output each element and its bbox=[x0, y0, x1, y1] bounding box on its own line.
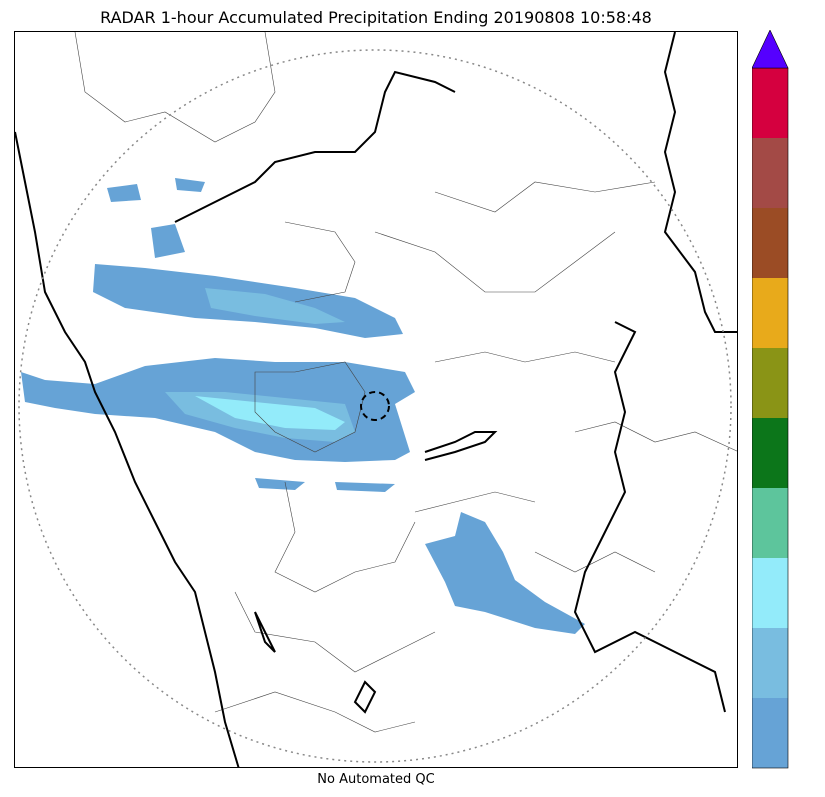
rain-band-central-heavy bbox=[195, 396, 345, 430]
state-border-island-1 bbox=[254, 611, 276, 653]
radar-map bbox=[14, 31, 738, 768]
qc-label: No Automated QC bbox=[317, 772, 435, 787]
state-border-island-2 bbox=[353, 680, 377, 714]
colorbar-segment bbox=[752, 278, 788, 348]
district-borders bbox=[74, 32, 737, 733]
colorbar-segment bbox=[752, 208, 788, 278]
colorbar-segment bbox=[752, 698, 788, 768]
precipitation-layer bbox=[21, 178, 585, 634]
state-border-north bbox=[174, 70, 456, 223]
colorbar-extend-arrow bbox=[752, 30, 789, 69]
rain-band-southeast bbox=[425, 512, 585, 634]
state-border-central bbox=[573, 321, 726, 713]
coastline bbox=[15, 131, 240, 767]
rain-band-north-light bbox=[205, 288, 345, 324]
range-ring bbox=[18, 49, 732, 763]
state-borders bbox=[15, 32, 737, 767]
chart-title: RADAR 1-hour Accumulated Precipitation E… bbox=[100, 8, 652, 27]
colorbar: 125102030405060 70 bbox=[752, 30, 789, 769]
colorbar-segment bbox=[752, 558, 788, 628]
colorbar-segment bbox=[752, 138, 788, 208]
radar-site-marker bbox=[360, 391, 390, 421]
colorbar-segments bbox=[752, 67, 789, 769]
state-border-notch bbox=[424, 431, 498, 461]
colorbar-segment bbox=[752, 488, 788, 558]
colorbar-segment bbox=[752, 418, 788, 488]
colorbar-segment bbox=[752, 348, 788, 418]
colorbar-segment bbox=[752, 68, 788, 138]
state-border-east bbox=[663, 32, 737, 333]
rain-strip-south bbox=[255, 478, 395, 492]
rain-patch-northwest bbox=[107, 178, 205, 258]
colorbar-segment bbox=[752, 628, 788, 698]
map-canvas bbox=[15, 32, 737, 767]
